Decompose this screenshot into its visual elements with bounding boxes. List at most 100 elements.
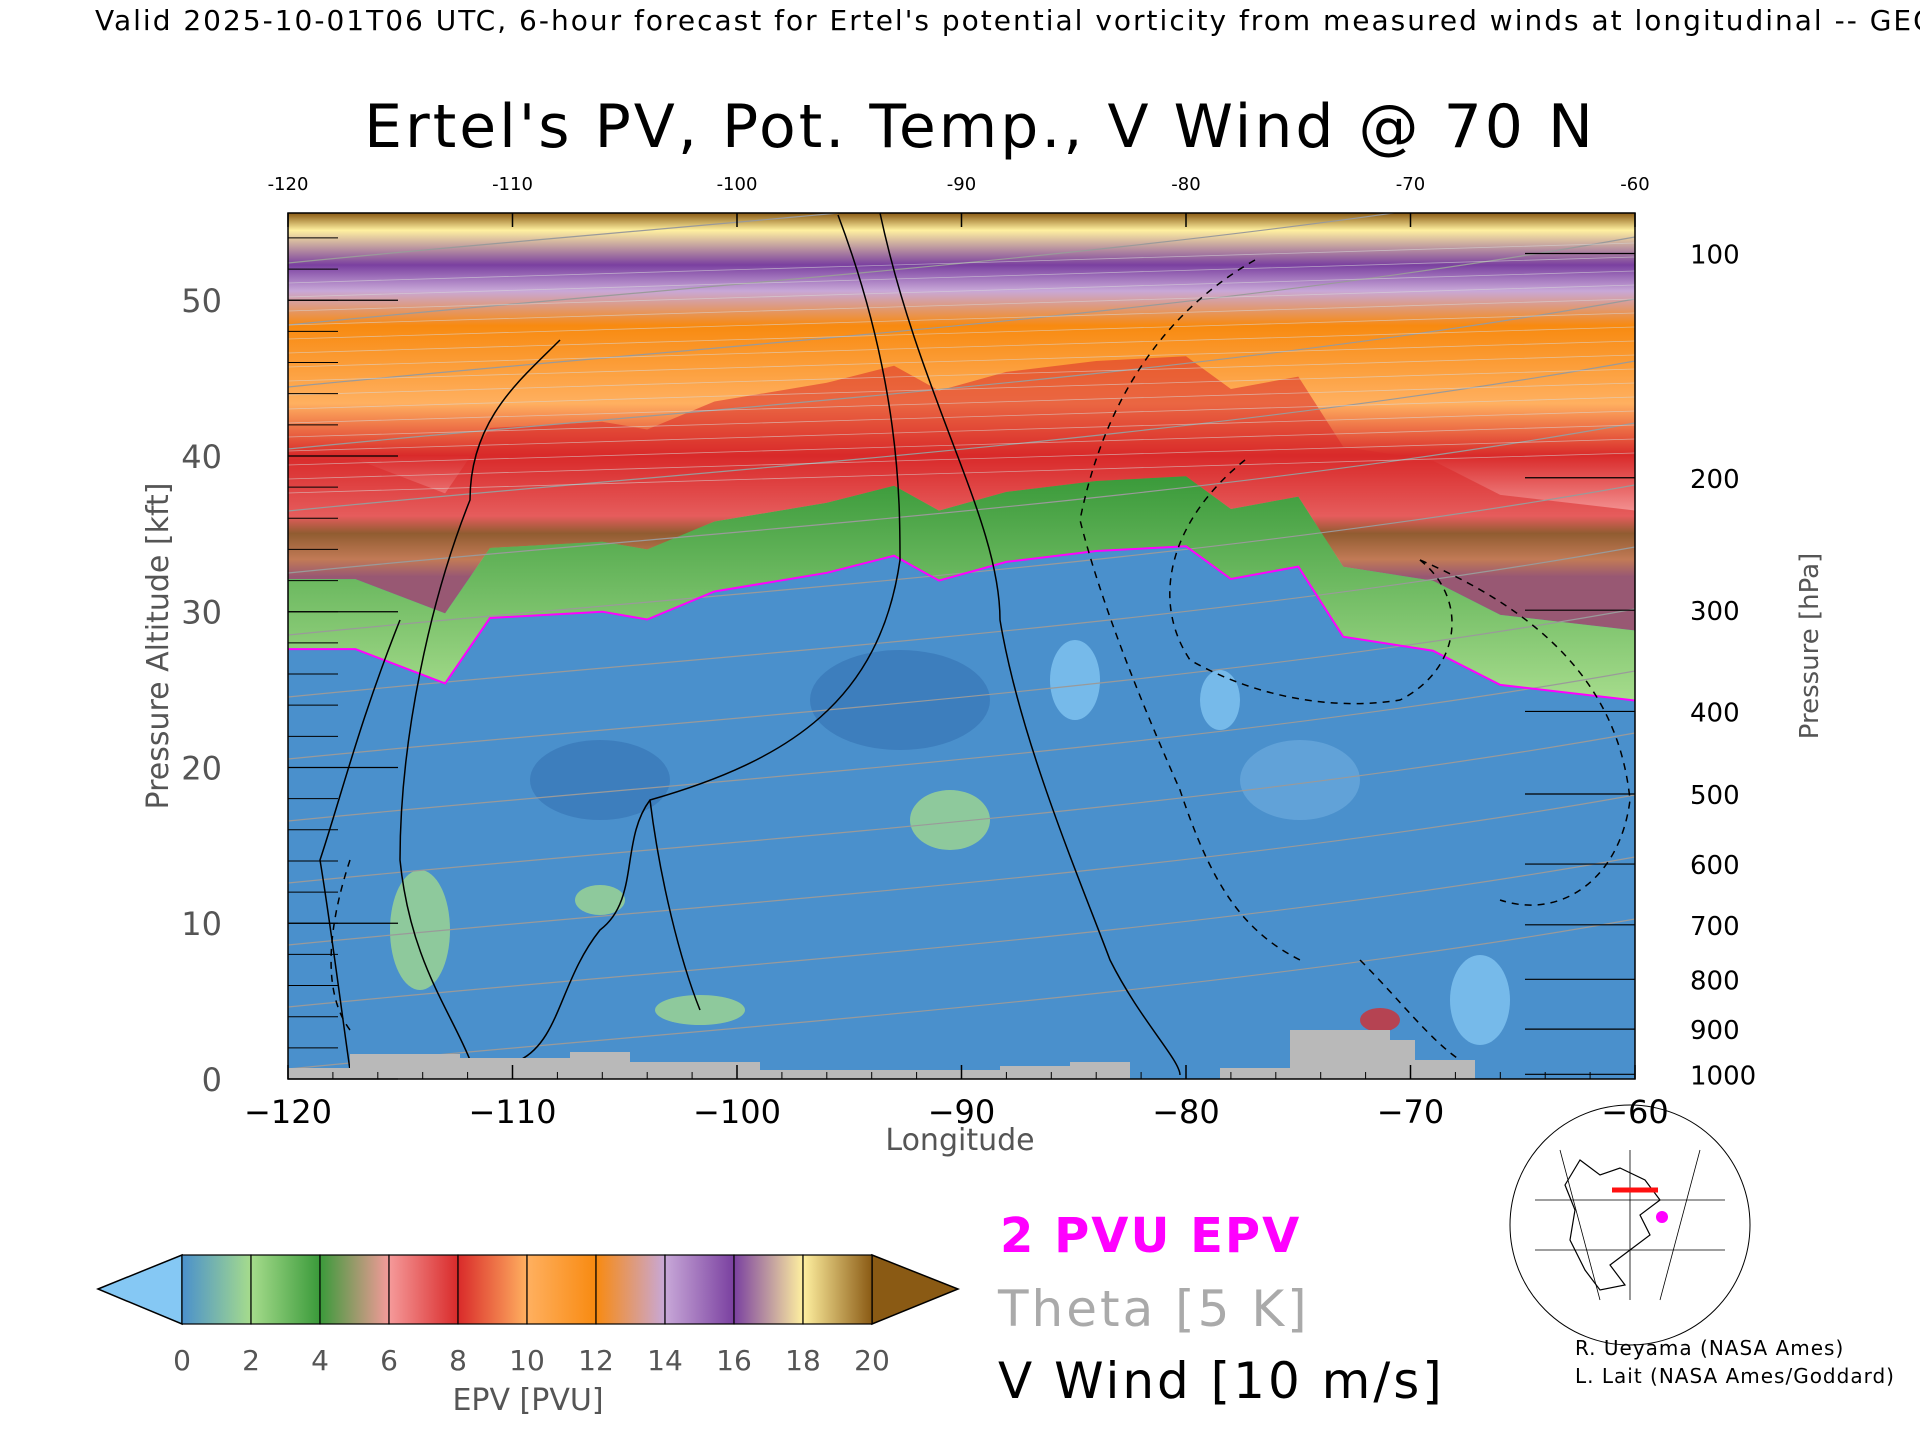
- x-axis-label: Longitude: [885, 1123, 1034, 1158]
- colorbar-cell-0: [181, 1254, 252, 1325]
- colorbar-tick-label: 12: [578, 1344, 614, 1377]
- v-wind-line-left: [319, 619, 401, 1071]
- x-tick-label: −70: [1377, 1093, 1445, 1131]
- upper-theta-contour-0: [288, 242, 1635, 284]
- pressure-tick-label: 1000: [1690, 1061, 1756, 1091]
- stratosphere-band: [288, 356, 1635, 631]
- v-wind-line-70: [399, 339, 561, 1061]
- v-wind-line-low: [649, 799, 701, 1011]
- pressure-tick-label: 900: [1690, 1016, 1740, 1046]
- colorbar-cell-4: [457, 1254, 528, 1325]
- v-wind-neg-line-4: [330, 859, 351, 1031]
- credit-line-2: L. Lait (NASA Ames/Goddard): [1575, 1364, 1895, 1388]
- top-tick-label: -60: [1620, 174, 1649, 195]
- upper-theta-contour-6: [288, 326, 1635, 368]
- legend-v-wind: V Wind [10 m/s]: [998, 1352, 1445, 1410]
- theta-contour-310: [288, 794, 1635, 946]
- v-wind-neg-line-1: [1079, 259, 1301, 961]
- colorbar-over-arrow: [871, 1253, 961, 1326]
- theta-contour-300: [288, 856, 1635, 1008]
- upper-theta-contour-14: [288, 438, 1635, 480]
- y-tick-label: 30: [181, 594, 222, 632]
- texture-patch-6: [910, 790, 990, 850]
- pressure-tick-label: 100: [1690, 240, 1740, 270]
- v-wind-neg-line-5: [1359, 959, 1461, 1061]
- upper-theta-contour-1: [288, 256, 1635, 298]
- colorbar-tick-label: 16: [716, 1344, 752, 1377]
- top-tick-label: -100: [717, 174, 758, 195]
- colorbar-tick-label: 0: [173, 1344, 191, 1377]
- inset-map-coastline: [1564, 1159, 1661, 1291]
- texture-patch-4: [810, 650, 990, 750]
- pressure-tick-label: 300: [1690, 597, 1740, 627]
- y-axis-label: Pressure Altitude [kft]: [141, 483, 176, 810]
- colorbar-cell-9: [802, 1254, 873, 1325]
- inset-map-latitude-circle: [1509, 1104, 1751, 1346]
- v-wind-negative-contours: [330, 259, 1631, 1061]
- top-tick-label: -110: [492, 174, 533, 195]
- pressure-tick-label: 600: [1690, 851, 1740, 881]
- theta-contour-370: [288, 422, 1635, 574]
- inset-map-graticule: [1535, 1149, 1725, 1301]
- y-tick-label: 0: [202, 1061, 222, 1099]
- legend-epv: 2 PVU EPV: [1000, 1208, 1302, 1264]
- pressure-tick-label: 500: [1690, 781, 1740, 811]
- top-tick-label: -80: [1171, 174, 1200, 195]
- pressure-tick-label: 200: [1690, 465, 1740, 495]
- troposphere-texture: [390, 640, 1510, 1045]
- y-tick-label: 50: [181, 282, 222, 320]
- texture-patch-8: [575, 885, 625, 915]
- theta-contour-290: [288, 918, 1635, 1070]
- texture-patch-2: [1450, 955, 1510, 1045]
- theta-contour-380: [288, 360, 1635, 512]
- x-tick-label: −110: [469, 1093, 557, 1131]
- upper-theta-contour-12: [288, 410, 1635, 452]
- 2pvu-contour: [288, 545, 1635, 702]
- colorbar-tick-label: 6: [380, 1344, 398, 1377]
- pressure-tick-label: 700: [1690, 912, 1740, 942]
- colorbar-label: EPV [PVU]: [452, 1383, 603, 1418]
- colorbar-tick-label: 2: [242, 1344, 260, 1377]
- x-tick-label: −120: [244, 1093, 332, 1131]
- x-tick-label: −80: [1152, 1093, 1220, 1131]
- colorbar-tick-label: 10: [509, 1344, 545, 1377]
- theta-contours: [288, 213, 1635, 1070]
- texture-patch-1: [1200, 670, 1240, 730]
- theta-contour-410: [288, 213, 1399, 326]
- legend-theta: Theta [5 K]: [998, 1280, 1310, 1338]
- colorbar-cell-7: [664, 1254, 735, 1325]
- v-wind-line-0: [519, 214, 901, 1061]
- upper-theta-contour-4: [288, 298, 1635, 340]
- colorbar-under-arrow: [96, 1253, 183, 1326]
- theta-contour-420: [288, 213, 845, 264]
- colorbar-cell-3: [388, 1254, 459, 1325]
- texture-patch-5: [1240, 740, 1360, 820]
- v-wind-contours: [319, 213, 1181, 1076]
- v-wind-line-10: [879, 213, 1181, 1076]
- colorbar-tick-label: 8: [449, 1344, 467, 1377]
- theta-contour-350: [288, 546, 1635, 698]
- x-tick-label: −60: [1601, 1093, 1669, 1131]
- y2-axis-label: Pressure [hPa]: [1795, 553, 1825, 740]
- terrain-west: [288, 1052, 1130, 1079]
- colorbar-tick-label: 20: [854, 1344, 890, 1377]
- texture-patch-9: [1360, 1008, 1400, 1032]
- inset-map-location-dot: [1656, 1211, 1668, 1223]
- upper-theta-contour-15: [288, 452, 1635, 494]
- top-tick-label: -70: [1396, 174, 1425, 195]
- colorbar-cell-6: [595, 1254, 666, 1325]
- x-tick-label: −90: [928, 1093, 996, 1131]
- pressure-tick-label: 800: [1690, 966, 1740, 996]
- upper-theta-contour-11: [288, 396, 1635, 438]
- inset-map: [1509, 1104, 1751, 1346]
- texture-patch-0: [1050, 640, 1100, 720]
- y-tick-label: 20: [181, 749, 222, 787]
- theta-contour-340: [288, 608, 1635, 760]
- pressure-tick-label: 400: [1690, 698, 1740, 728]
- axes: −120 −110 −100 −90 −80 −70 −60 -120 -110 -100 -90 -…: [141, 174, 1825, 1158]
- texture-patch-7: [390, 870, 450, 990]
- colorbar-cell-2: [319, 1254, 390, 1325]
- credit-line-1: R. Ueyama (NASA Ames): [1575, 1336, 1845, 1360]
- chart-title: Ertel's PV, Pot. Temp., V Wind @ 70 N: [364, 92, 1596, 162]
